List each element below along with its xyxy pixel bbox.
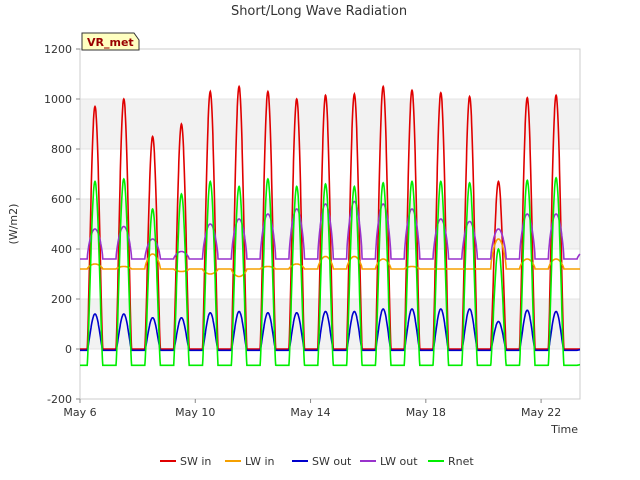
y-tick-label: 1200 bbox=[44, 43, 72, 56]
y-tick-label: 800 bbox=[51, 143, 72, 156]
legend-label: Rnet bbox=[448, 455, 474, 468]
y-tick-label: 400 bbox=[51, 243, 72, 256]
x-axis-ticks: May 6 May 10 May 14 May 18 May 22 bbox=[63, 399, 561, 419]
y-axis-ticks: -200 0 200 400 600 800 1000 1200 bbox=[44, 43, 80, 406]
series-line-sw-in bbox=[80, 84, 580, 350]
legend: SW in LW in SW out LW out Rnet bbox=[160, 455, 474, 468]
y-tick-label: 0 bbox=[65, 343, 72, 356]
site-badge: VR_met bbox=[81, 32, 140, 51]
series-line-lw-out bbox=[80, 200, 581, 260]
legend-label: LW out bbox=[380, 455, 418, 468]
x-tick-label: May 6 bbox=[63, 406, 96, 419]
series-lines bbox=[80, 84, 581, 367]
legend-label: SW out bbox=[312, 455, 352, 468]
chart-title: Short/Long Wave Radiation bbox=[231, 4, 407, 19]
plot-frame bbox=[79, 48, 581, 400]
y-tick-label: -200 bbox=[47, 393, 72, 406]
x-tick-label: May 18 bbox=[406, 406, 446, 419]
x-tick-label: May 14 bbox=[290, 406, 330, 419]
x-axis-label: Time bbox=[550, 423, 578, 436]
legend-label: SW in bbox=[180, 455, 211, 468]
x-tick-label: May 10 bbox=[175, 406, 215, 419]
x-tick-label: May 22 bbox=[521, 406, 561, 419]
grid-band bbox=[80, 99, 580, 149]
badge-box bbox=[81, 32, 140, 51]
y-tick-label: 200 bbox=[51, 293, 72, 306]
y-axis-label: (W/m2) bbox=[7, 204, 20, 245]
badge-label: VR_met bbox=[87, 36, 134, 49]
legend-label: LW in bbox=[245, 455, 275, 468]
series-line-rnet bbox=[80, 176, 580, 367]
y-tick-label: 1000 bbox=[44, 93, 72, 106]
series-line-sw-out bbox=[80, 308, 580, 352]
y-tick-label: 600 bbox=[51, 193, 72, 206]
